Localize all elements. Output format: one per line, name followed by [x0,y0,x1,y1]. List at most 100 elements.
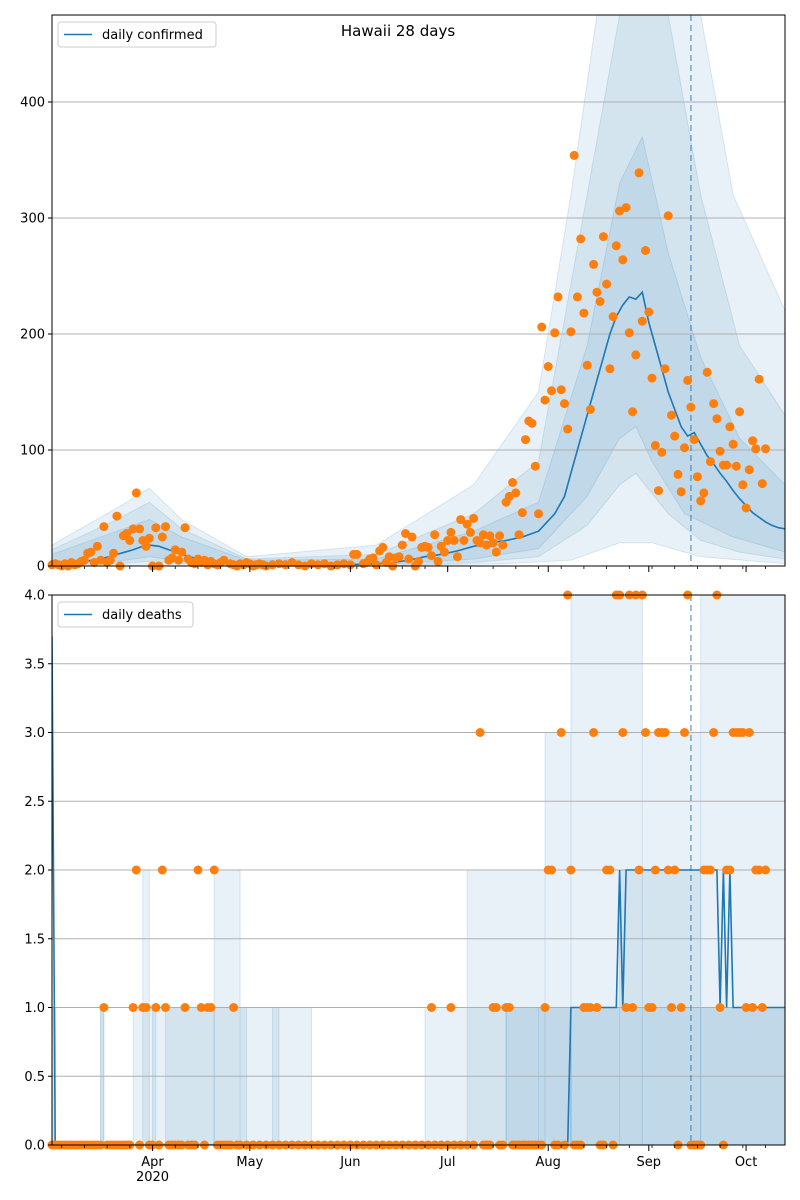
y-tick-label: 1.5 [24,932,45,947]
y-tick-label: 3.5 [24,657,45,672]
data-point [462,519,472,529]
data-point [193,865,203,875]
data-point [174,555,183,565]
y-tick-label: 100 [20,444,45,459]
data-point [433,556,443,566]
y-tick-label: 300 [20,212,45,227]
data-point [725,422,735,432]
data-point [125,536,135,545]
data-point [407,532,417,542]
data-point [452,552,462,562]
data-point [128,524,138,534]
data-point [712,414,722,424]
data-point [728,439,738,449]
x-tick-label: Apr [141,1155,164,1170]
y-tick-label: 400 [20,96,45,111]
data-point [673,469,683,479]
data-point [430,530,440,540]
data-point [689,435,699,445]
data-point [696,496,706,506]
data-point [731,461,741,471]
data-point [427,1003,436,1012]
data-point [180,523,190,533]
data-point [647,373,657,383]
data-point [757,479,767,489]
data-point [122,529,132,538]
data-point [702,367,712,377]
chart-title: Hawaii 28 days [341,22,455,40]
data-point [105,555,115,565]
data-point [92,541,102,551]
data-point [621,1003,631,1012]
series-line [52,636,785,1145]
data-point [667,410,676,420]
data-point [735,407,745,417]
data-point [508,478,518,487]
data-point [209,865,219,875]
data-point [744,728,754,737]
data-point [657,447,667,457]
data-point [715,446,725,456]
data-point [579,308,589,318]
data-point [547,865,556,875]
data-point [112,511,122,521]
data-point [663,865,673,875]
axes-frame [51,14,786,567]
data-point [751,444,761,454]
uncertainty-band-2 [52,15,785,566]
x-tick-label: May [236,1155,263,1170]
data-point [589,728,599,737]
data-point [761,444,770,454]
data-point [699,488,709,498]
data-point [605,364,615,374]
data-point [443,536,453,545]
data-point [715,1003,725,1012]
data-point [504,1003,514,1012]
data-point [553,292,563,302]
data-point [196,1003,206,1012]
data-point [469,513,479,523]
x-tick-label: Oct [735,1155,757,1170]
legend: daily confirmed [57,21,217,48]
data-point [748,1003,758,1012]
legend-label: daily confirmed [102,28,203,43]
data-point [705,457,715,467]
data-point [618,255,628,265]
data-point [491,547,501,557]
legend: daily deaths [57,601,194,628]
data-point [754,374,764,384]
data-point [592,287,602,297]
data-point [99,1003,109,1012]
data-point [621,203,631,213]
data-point [705,865,715,875]
data-point [637,316,647,326]
uncertainty-band-1 [52,15,785,566]
x-tick-label: Aug [536,1155,561,1170]
data-point [229,1003,239,1012]
data-point [540,395,550,405]
data-point [624,328,634,338]
y-tick-label: 0.5 [24,1070,45,1085]
confirmed-panel: 0 100 200 300 400 daily confirmed [20,14,786,575]
data-point [634,168,644,178]
data-point [540,1003,550,1012]
data-point [556,385,566,395]
data-point [423,542,433,552]
data-point [605,865,615,875]
data-point [537,322,547,332]
data-point [560,399,569,409]
data-point [141,541,151,551]
data-point [592,1003,602,1012]
data-point [128,1003,138,1012]
data-point [585,404,595,414]
data-point [683,375,693,385]
data-point [741,503,751,513]
y-tick-label: 2.0 [24,864,45,879]
data-point [161,522,170,532]
data-point [761,865,770,875]
data-point [206,1003,216,1012]
data-point [660,364,670,374]
data-point [680,728,689,737]
data-point [667,1003,676,1012]
data-point [427,551,436,561]
